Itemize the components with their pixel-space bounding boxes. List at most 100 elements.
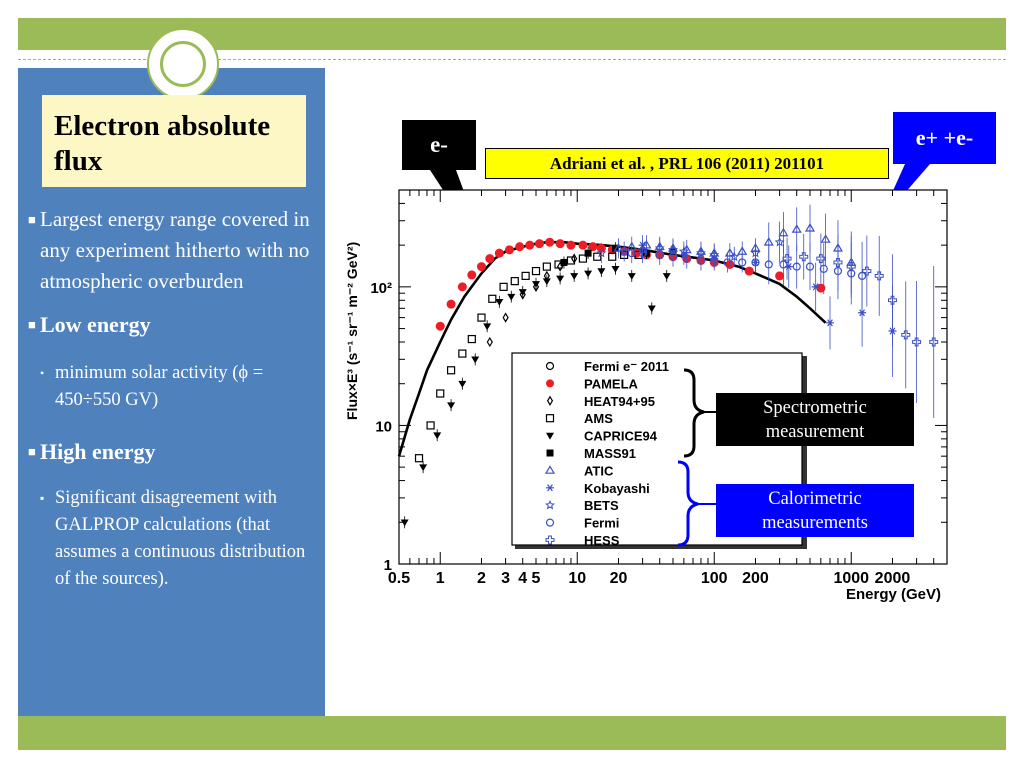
- square-bullet-icon: ▪: [40, 491, 45, 505]
- legend-label: ATIC: [584, 463, 614, 478]
- x-tick-label: 100: [701, 570, 728, 587]
- legend-marker: [546, 484, 554, 492]
- series-hess: [782, 233, 939, 419]
- data-point: [477, 313, 486, 322]
- data-point: [560, 258, 568, 266]
- data-point: [744, 266, 754, 276]
- data-point: [566, 240, 576, 250]
- reference-text: Adriani et al. , PRL 106 (2011) 201101: [549, 154, 825, 173]
- y-axis-label: Flux×E³ (s⁻¹ sr⁻¹ m⁻² GeV²): [344, 242, 360, 420]
- data-point: [782, 254, 792, 264]
- square-bullet-icon: ■: [28, 444, 36, 459]
- x-tick-label: 3: [501, 570, 510, 587]
- data-point: [531, 266, 541, 276]
- top-dashed-line: [18, 59, 1006, 60]
- spectrometric-box: Spectrometric measurement: [716, 393, 914, 446]
- bullet-low-energy: ■ Low energy: [28, 309, 318, 340]
- legend-marker: [545, 499, 555, 510]
- data-point: [435, 321, 445, 331]
- data-point: [710, 256, 719, 265]
- bullet-energy-range: ■ Largest energy range covered in any ex…: [28, 204, 318, 297]
- data-point: [556, 275, 565, 283]
- data-point: [929, 337, 939, 347]
- data-point: [532, 281, 540, 293]
- bottom-accent-bar: [18, 716, 1006, 750]
- legend-label: CAPRICE94: [584, 429, 658, 444]
- data-point: [515, 242, 525, 252]
- data-point: [510, 277, 519, 286]
- data-point: [485, 254, 495, 264]
- data-point: [578, 240, 588, 250]
- data-point: [874, 271, 884, 281]
- data-point: [534, 239, 544, 249]
- data-point: [446, 299, 456, 309]
- data-point: [613, 243, 624, 252]
- data-point: [887, 295, 897, 305]
- data-point: [820, 234, 831, 243]
- data-point: [811, 283, 820, 291]
- legend-marker: [546, 449, 554, 457]
- data-point: [467, 334, 476, 344]
- data-point: [476, 262, 486, 272]
- bullet-text: minimum solar activity (ϕ = 450÷550 GV): [55, 363, 264, 410]
- electron-positron-callout-label: e+ +e-: [915, 125, 974, 150]
- electron-positron-callout: e+ +e-: [893, 112, 996, 164]
- data-point: [502, 312, 509, 323]
- x-axis-label: Energy (GeV): [846, 586, 941, 603]
- data-point: [764, 260, 773, 269]
- data-point: [791, 224, 802, 233]
- data-point: [833, 257, 843, 267]
- data-point: [682, 254, 691, 263]
- x-tick-labels: 0.5 1 2 3 4 5 10 20 100 200 1000 2000: [388, 570, 911, 587]
- electron-callout-label: e-: [430, 132, 448, 157]
- y-tick-label: 10: [375, 418, 392, 435]
- data-point: [588, 242, 598, 252]
- data-point: [912, 337, 922, 347]
- data-point: [775, 271, 785, 281]
- legend-label: Fermi: [584, 516, 619, 531]
- data-point: [638, 249, 647, 258]
- data-point: [596, 247, 607, 258]
- legend-label: Kobayashi: [584, 481, 650, 496]
- series-caprice94: [400, 262, 671, 529]
- legend-marker: [545, 535, 555, 545]
- x-tick-label: 200: [742, 570, 769, 587]
- data-point: [862, 266, 872, 276]
- slide-title-box: Electron absolute flux: [42, 95, 306, 187]
- sub-bullet-solar-activity: • minimum solar activity (ϕ = 450÷550 GV…: [28, 360, 318, 414]
- ring-decoration-inner: [160, 41, 206, 87]
- data-point: [611, 265, 620, 273]
- data-point: [555, 239, 565, 249]
- legend-marker: [544, 465, 556, 474]
- data-point: [507, 293, 516, 301]
- data-point: [778, 227, 789, 237]
- data-point: [668, 252, 678, 261]
- spectrometric-label: Spectrometric measurement: [763, 398, 867, 442]
- x-tick-label: 4: [518, 570, 527, 587]
- data-point: [597, 268, 606, 276]
- calorimetric-label: Calorimetric measurements: [762, 489, 868, 533]
- data-point: [619, 246, 630, 256]
- bullet-text: Largest energy range covered in any expe…: [40, 207, 310, 293]
- data-point: [436, 389, 445, 398]
- data-point: [647, 305, 656, 313]
- data-point: [804, 223, 816, 232]
- data-point: [857, 271, 867, 280]
- data-point: [426, 421, 435, 430]
- square-bullet-icon: ■: [28, 317, 36, 332]
- data-point: [521, 271, 530, 280]
- legend-label: HEAT94+95: [584, 394, 655, 409]
- bullet-text: Significant disagreement with GALPROP ca…: [55, 488, 306, 589]
- data-point: [662, 273, 671, 280]
- legend-entries: Fermi e⁻ 2011 PAMELA HEAT94+95 AMS CAPRICE94…: [544, 359, 669, 548]
- y-tick-label: 10²: [370, 280, 392, 297]
- data-point: [457, 282, 467, 292]
- data-point: [627, 273, 636, 280]
- x-tick-label: 20: [610, 570, 628, 587]
- x-tick-label: 1000: [833, 570, 869, 587]
- legend-label: HESS: [584, 533, 620, 548]
- square-bullet-icon: ■: [28, 212, 36, 227]
- data-points-group: [400, 204, 939, 529]
- data-point: [488, 294, 497, 303]
